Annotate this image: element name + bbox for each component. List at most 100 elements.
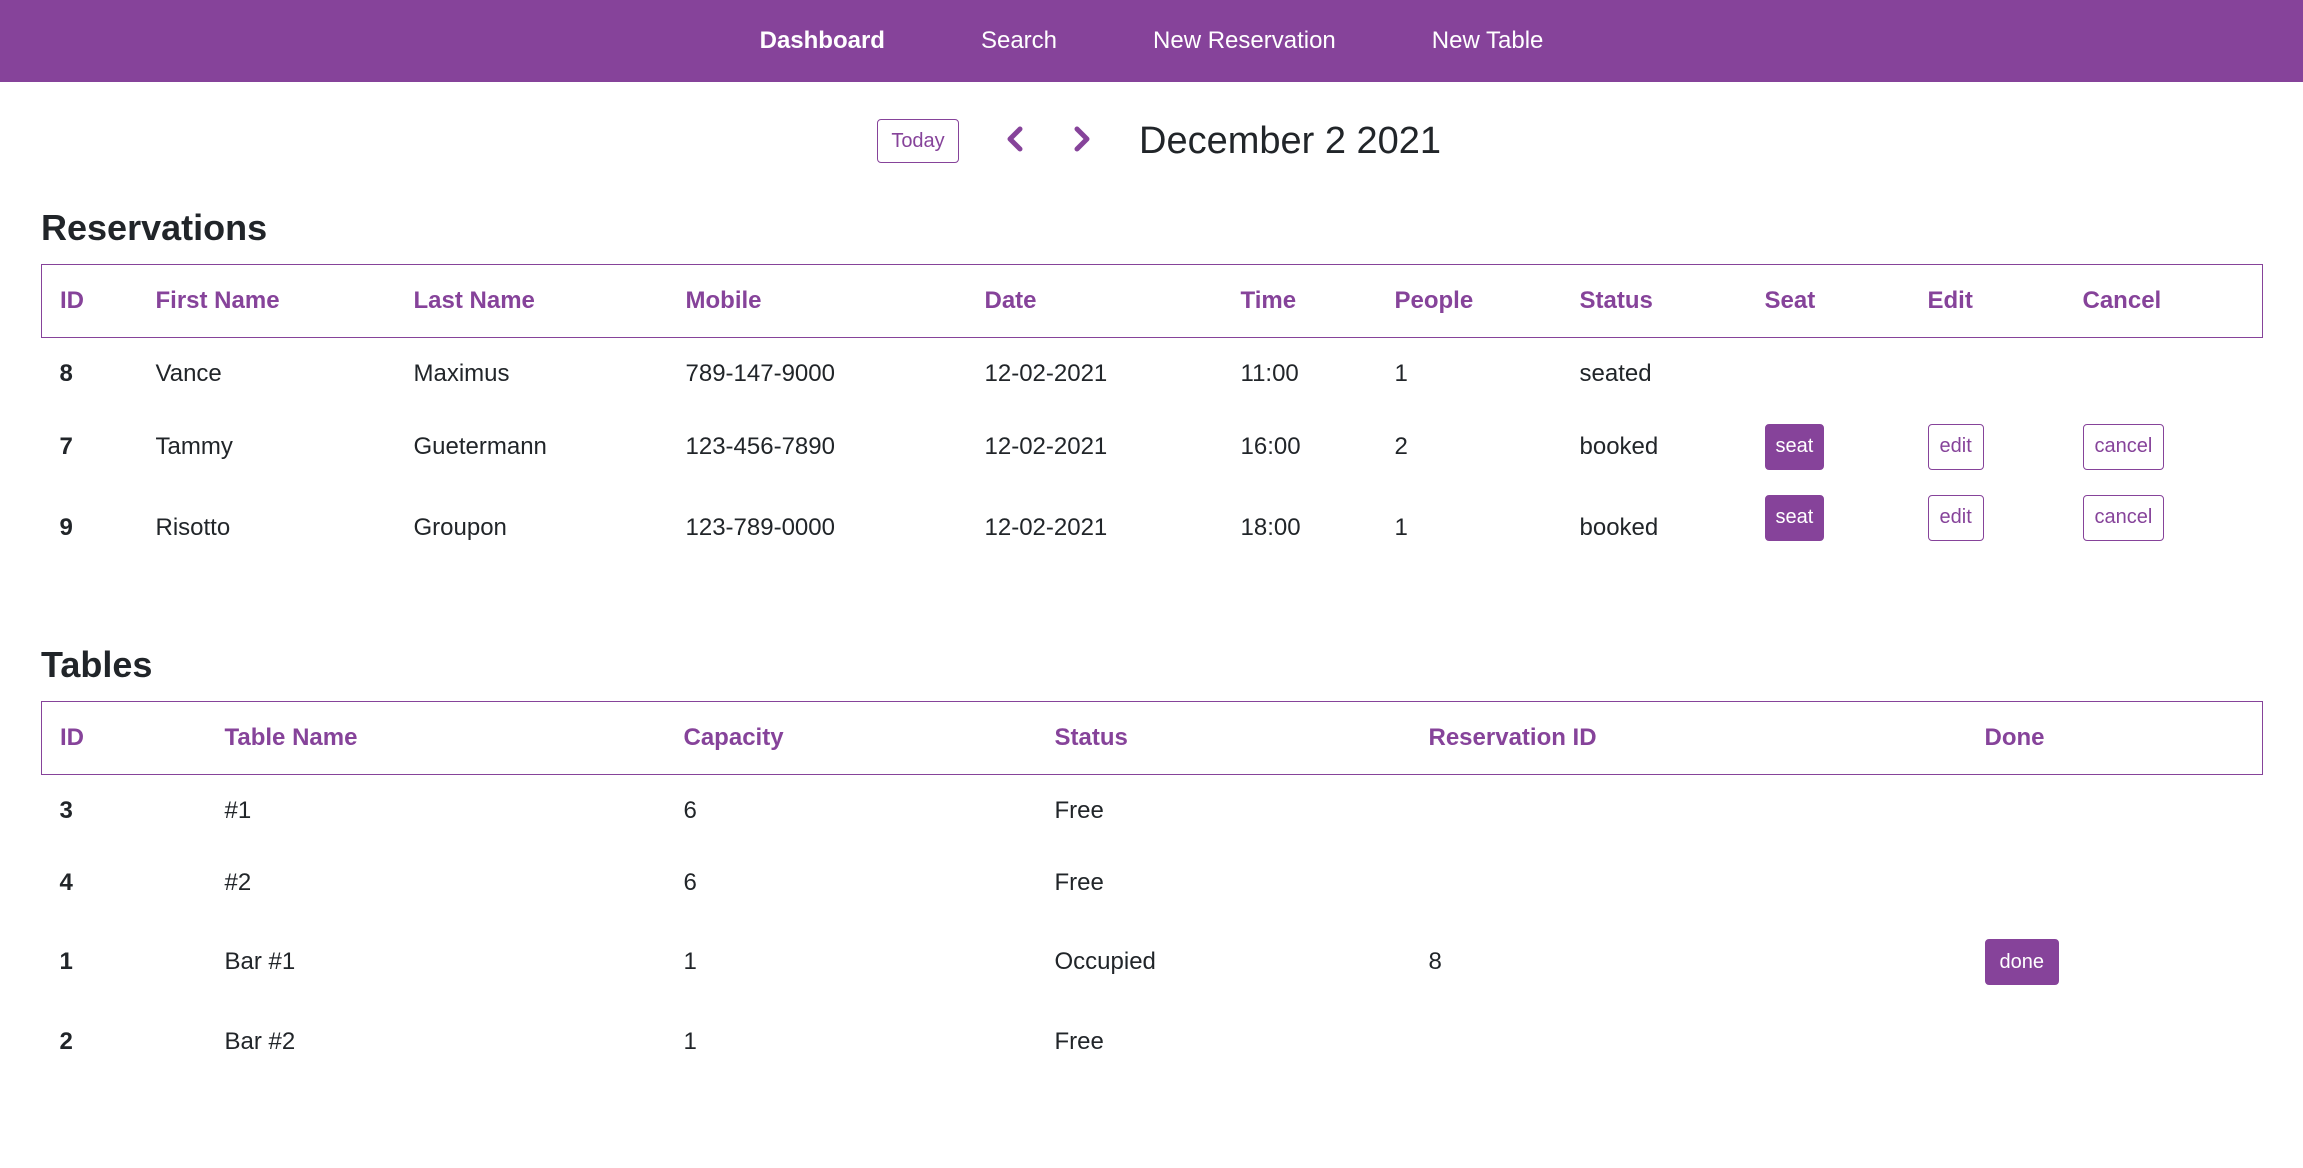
- col-header-mobile: Mobile: [685, 287, 762, 314]
- date-navigation: Today December 2 2021: [0, 117, 2303, 165]
- reservation-last-name: Groupon: [413, 513, 507, 541]
- table-reservation-id: [1411, 847, 1967, 919]
- table-capacity: 1: [683, 948, 697, 975]
- table-row: 9 Risotto Groupon 123-789-0000 12-02-202…: [42, 483, 2263, 573]
- col-header-date: Date: [984, 287, 1037, 314]
- edit-cell: edit: [1910, 483, 2065, 573]
- table-row: 7 Tammy Guetermann 123-456-7890 12-02-20…: [42, 411, 2263, 483]
- cancel-button[interactable]: cancel: [2082, 423, 2165, 470]
- edit-cell: edit: [1910, 411, 2065, 483]
- reservation-status: seated: [1579, 360, 1652, 388]
- reservation-date: 12-02-2021: [984, 432, 1108, 460]
- col-header-edit: Edit: [1927, 287, 1973, 314]
- tables-header-row: ID Table Name Capacity Status Reservatio…: [41, 701, 2263, 775]
- seat-cell: [1747, 338, 1910, 411]
- col-header-done: Done: [1984, 724, 2045, 751]
- done-cell: [1967, 775, 2263, 847]
- col-header-seat: Seat: [1764, 287, 1816, 314]
- reservation-time: 11:00: [1240, 360, 1299, 388]
- seat-cell: seat: [1747, 483, 1910, 573]
- reservation-last-name: Guetermann: [413, 432, 547, 460]
- top-navbar: Dashboard Search New Reservation New Tab…: [0, 0, 2303, 82]
- reservation-date: 12-02-2021: [984, 513, 1108, 541]
- reservation-time: 16:00: [1240, 432, 1301, 460]
- table-status: Free: [1054, 1027, 1104, 1055]
- table-capacity: 6: [683, 868, 697, 896]
- reservation-date: 12-02-2021: [984, 360, 1108, 388]
- reservation-id: 7: [59, 432, 73, 460]
- table-id: 1: [59, 948, 73, 975]
- table-row: 8 Vance Maximus 789-147-9000 12-02-2021 …: [42, 338, 2263, 411]
- nav-search-link[interactable]: Search: [980, 27, 1058, 54]
- edit-button[interactable]: edit: [1927, 494, 1984, 541]
- reservations-header-row: ID First Name Last Name Mobile Date Time…: [41, 264, 2263, 338]
- reservation-id: 8: [59, 360, 73, 388]
- reservation-mobile: 123-789-0000: [685, 513, 835, 541]
- table-name: #1: [224, 796, 252, 824]
- cancel-cell: cancel: [2065, 411, 2263, 483]
- reservations-table: ID First Name Last Name Mobile Date Time…: [41, 264, 2263, 573]
- table-name: #2: [224, 868, 252, 896]
- reservation-status: booked: [1579, 432, 1659, 460]
- col-header-status: Status: [1579, 287, 1653, 314]
- col-header-cancel: Cancel: [2082, 287, 2162, 314]
- table-row: 4 #2 6 Free: [42, 847, 2263, 919]
- cancel-button[interactable]: cancel: [2082, 494, 2165, 541]
- table-name: Bar #1: [224, 948, 296, 975]
- reservation-mobile: 123-456-7890: [685, 432, 835, 460]
- done-cell: [1967, 1006, 2263, 1078]
- table-reservation-id: [1411, 775, 1967, 847]
- table-name: Bar #2: [224, 1027, 296, 1055]
- col-header-first-name: First Name: [155, 287, 280, 314]
- table-status: Free: [1054, 796, 1104, 824]
- reservation-first-name: Risotto: [155, 513, 231, 541]
- reservation-first-name: Tammy: [155, 432, 233, 460]
- col-header-status: Status: [1054, 724, 1128, 751]
- reservation-time: 18:00: [1240, 513, 1301, 541]
- cancel-cell: cancel: [2065, 483, 2263, 573]
- col-header-reservation-id: Reservation ID: [1428, 724, 1597, 751]
- seat-button[interactable]: seat: [1764, 423, 1825, 470]
- reservation-status: booked: [1579, 513, 1659, 541]
- table-capacity: 1: [683, 1027, 697, 1055]
- reservation-people: 2: [1394, 432, 1408, 460]
- reservations-title: Reservations: [41, 207, 268, 248]
- col-header-last-name: Last Name: [413, 287, 535, 314]
- current-date: December 2 2021: [1139, 120, 1442, 162]
- table-capacity: 6: [683, 796, 697, 824]
- done-cell: [1967, 847, 2263, 919]
- col-header-table-name: Table Name: [224, 724, 358, 751]
- col-header-people: People: [1394, 287, 1474, 314]
- tables-table: ID Table Name Capacity Status Reservatio…: [41, 701, 2263, 1078]
- reservation-last-name: Maximus: [413, 360, 510, 388]
- reservation-people: 1: [1394, 513, 1408, 541]
- edit-button[interactable]: edit: [1927, 423, 1984, 470]
- reservation-id: 9: [59, 513, 73, 541]
- table-row: 2 Bar #2 1 Free: [42, 1006, 2263, 1078]
- nav-new-table-link[interactable]: New Table: [1431, 27, 1544, 54]
- today-button[interactable]: Today: [877, 119, 959, 163]
- table-id: 3: [59, 796, 73, 824]
- nav-new-reservation-link[interactable]: New Reservation: [1153, 27, 1336, 54]
- reservation-mobile: 789-147-9000: [685, 360, 835, 388]
- done-button[interactable]: done: [1984, 939, 2059, 985]
- col-header-time: Time: [1240, 287, 1297, 314]
- edit-cell: [1910, 338, 2065, 411]
- reservation-first-name: Vance: [155, 360, 222, 388]
- col-header-id: ID: [60, 724, 84, 751]
- col-header-id: ID: [60, 287, 84, 314]
- reservation-people: 1: [1394, 360, 1408, 388]
- seat-button[interactable]: seat: [1764, 494, 1825, 541]
- chevron-right-icon[interactable]: [1063, 121, 1099, 157]
- table-reservation-id: 8: [1428, 948, 1442, 975]
- table-row: 1 Bar #1 1 Occupied 8 done: [42, 919, 2263, 1006]
- table-status: Occupied: [1054, 948, 1156, 975]
- seat-cell: seat: [1747, 411, 1910, 483]
- table-id: 2: [59, 1027, 73, 1055]
- done-cell: done: [1967, 919, 2263, 1006]
- table-reservation-id: [1411, 1006, 1967, 1078]
- nav-dashboard-link[interactable]: Dashboard: [759, 27, 885, 54]
- table-status: Free: [1054, 868, 1104, 896]
- table-row: 3 #1 6 Free: [42, 775, 2263, 847]
- chevron-left-icon[interactable]: [998, 121, 1034, 157]
